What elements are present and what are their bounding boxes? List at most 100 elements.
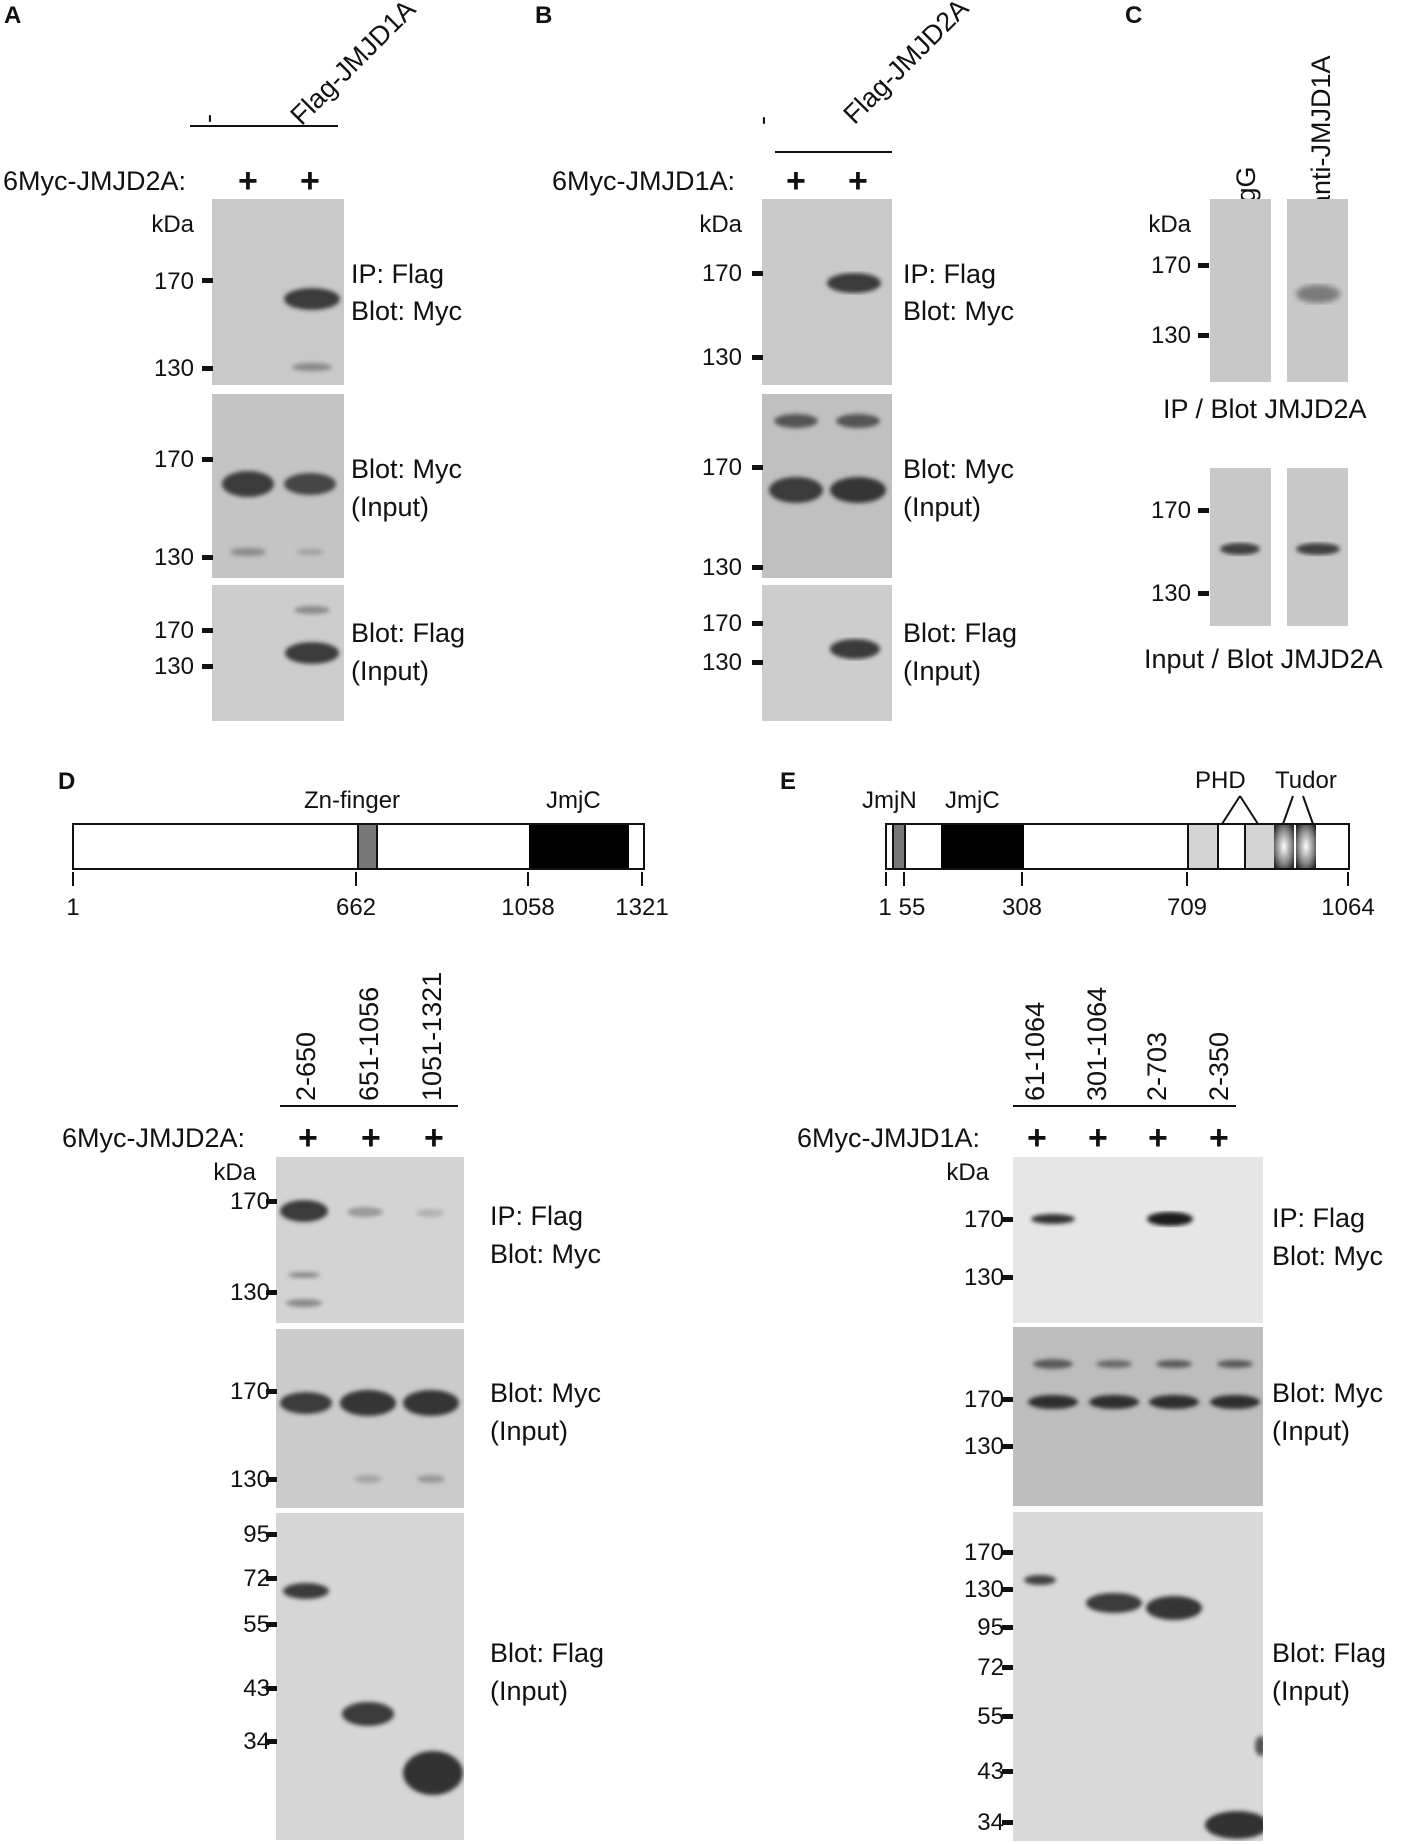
blot-e-flag [1013,1512,1263,1841]
lane-label-d-2: 651-1056 [354,986,384,1101]
blot-d-flag [276,1513,464,1840]
panel-label-d: D [58,768,76,795]
domain-label-zn-finger: Zn-finger [304,787,401,814]
mw-label: 130 [229,1466,270,1493]
kda-label-d: kDa [213,1159,256,1186]
mw-tick [1002,1275,1013,1280]
blot-label-2: (Input) [351,492,430,522]
domain-label-tudor: Tudor [1275,767,1337,794]
mw-tick [266,1477,277,1482]
position-tick [641,872,643,886]
protein-bar-jmjd1a [885,823,1350,870]
blot-a-ip [212,199,344,385]
mw-label: 170 [153,268,194,295]
mw-tick [202,628,213,633]
blot-label-2: (Input) [490,1416,569,1446]
blot-e-myc [1013,1327,1263,1506]
blot-label-1: IP: Flag [903,259,997,289]
panel-label-e: E [780,768,797,795]
mw-tick [202,457,213,462]
blot-e-ip [1013,1157,1263,1323]
construct-label-e: 6Myc-JMJD1A: [797,1123,981,1153]
position-label: 55 [898,894,926,921]
mw-tick [266,1622,277,1627]
mw-label: 170 [701,610,742,637]
zn-finger-domain [357,825,378,868]
mw-tick [752,271,763,276]
lane-divider-d [280,1105,458,1107]
blot-label-2: (Input) [490,1676,569,1706]
position-tick [1186,872,1188,886]
mw-label: 95 [243,1521,270,1548]
construct-label-d: 6Myc-JMJD2A: [62,1123,246,1153]
mw-label: 130 [963,1576,1004,1603]
mw-tick [1002,1714,1013,1719]
mw-tick [1198,263,1209,268]
mw-tick [1002,1587,1013,1592]
blot-d-myc [276,1329,464,1508]
mw-tick [202,366,213,371]
blot-label-2: (Input) [1272,1676,1351,1706]
plus-e-3: + [1148,1119,1168,1157]
position-tick [1347,872,1349,886]
mw-label: 55 [977,1703,1004,1730]
mw-tick [1198,591,1209,596]
panel-label-b: B [535,2,553,29]
kda-label-a: kDa [151,211,194,238]
plus-e-2: + [1088,1119,1108,1157]
lane-divider-e [1013,1105,1236,1107]
mw-tick [752,465,763,470]
mw-tick [752,660,763,665]
plus-d-2: + [361,1119,381,1157]
blot-label-2: Blot: Myc [490,1239,602,1269]
mw-label: 95 [977,1614,1004,1641]
plus-e-1: + [1027,1119,1047,1157]
blot-label-1: Blot: Myc [351,454,463,484]
mw-tick [266,1576,277,1581]
mw-tick [752,621,763,626]
jmjn-domain [892,825,906,868]
position-label: 1321 [615,894,669,921]
plus-d-1: + [298,1119,318,1157]
mw-label: 170 [963,1386,1004,1413]
mw-tick [1002,1444,1013,1449]
mw-tick [1002,1550,1013,1555]
mw-label: 43 [243,1675,270,1702]
position-label: 1064 [1321,894,1375,921]
blot-label-2: (Input) [351,656,430,686]
mw-tick [752,355,763,360]
lane-label-b-2: Flag-JMJD2A [837,0,975,130]
mw-label: 170 [229,1378,270,1405]
mw-label: 170 [229,1188,270,1215]
mw-label: 130 [963,1433,1004,1460]
panel-label-c: C [1125,2,1143,29]
mw-label: 130 [153,653,194,680]
blot-a-flag [212,585,344,721]
lane-label-e-2: 301-1064 [1082,986,1112,1101]
domain-label-phd: PHD [1195,767,1246,794]
blot-c-ip-anti [1287,199,1348,382]
phd-domain-2 [1244,825,1276,868]
lane-label-a-2: Flag-JMJD1A [284,0,422,131]
plus-a-1: + [238,162,258,200]
kda-label-c: kDa [1148,211,1191,238]
blot-label-2: (Input) [1272,1416,1351,1446]
blot-label-1: Blot: Flag [351,618,466,648]
jmjc-domain-d [529,825,629,868]
lane-divider-a [190,125,338,127]
mw-label: 130 [701,344,742,371]
blot-label-2: (Input) [903,656,982,686]
blot-label-2: Blot: Myc [903,296,1015,326]
position-tick [355,872,357,886]
protein-bar-jmjd2a [72,823,645,870]
mw-label: 130 [701,554,742,581]
blot-label-1: IP: Flag [1272,1203,1366,1233]
blot-label-1: Blot: Flag [903,618,1018,648]
blot-label-1: Blot: Myc [903,454,1015,484]
lane-label-d-3: 1051-1321 [417,971,447,1101]
blot-label-1: Blot: Flag [1272,1638,1387,1668]
blot-label-1: IP: Flag [490,1201,584,1231]
mw-tick [752,565,763,570]
mw-label: 170 [963,1539,1004,1566]
mw-tick [266,1389,277,1394]
